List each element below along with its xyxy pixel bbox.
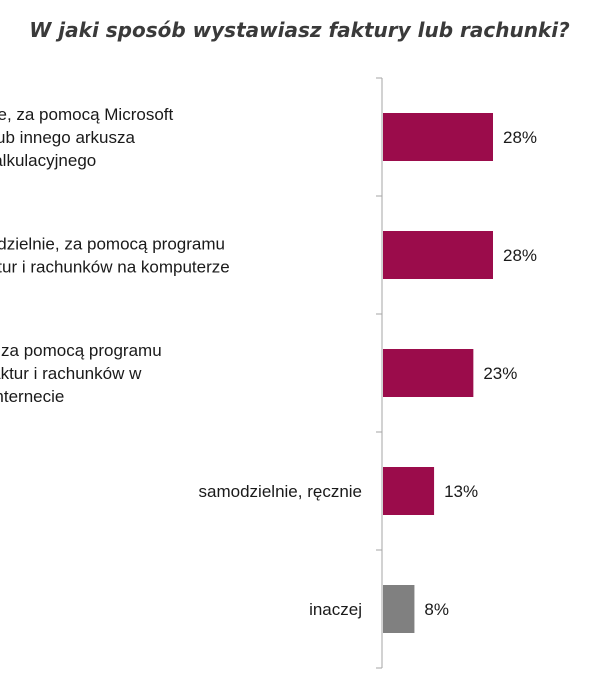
bar-5 [383,585,415,633]
bar-4 [383,467,435,515]
category-label-2: samodzielnie, za pomocą programudo faktu… [0,235,230,277]
bar-1 [383,113,493,161]
bar-2 [383,231,493,279]
value-label-1: 28% [503,128,537,147]
category-label-1: samodzielnie, za pomocą MicrosoftExcel l… [0,105,173,170]
category-label-4: samodzielnie, ręcznie [199,482,362,501]
value-label-2: 28% [503,246,537,265]
category-label-5: inaczej [309,600,362,619]
bar-3 [383,349,474,397]
chart-title: W jaki sposób wystawiasz faktury lub rac… [29,18,570,42]
value-label-5: 8% [424,600,449,619]
value-label-4: 13% [444,482,478,501]
value-label-3: 23% [483,364,517,383]
category-label-3: samodzielnie, za pomocą programuonline d… [0,341,162,406]
